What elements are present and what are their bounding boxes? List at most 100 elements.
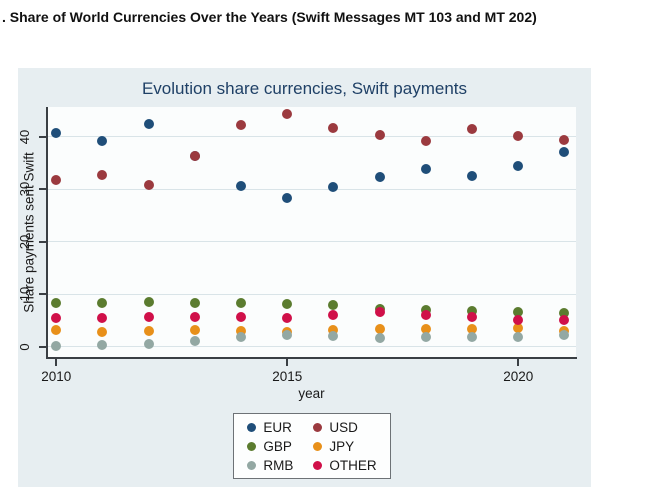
data-point-gbp-2012 — [143, 296, 154, 307]
data-point-jpy-2013 — [189, 325, 200, 336]
x-axis-line — [46, 357, 577, 359]
data-point-gbp-2013 — [189, 297, 200, 308]
data-point-eur-2016 — [328, 181, 339, 192]
y-tick-40 — [39, 135, 46, 138]
data-point-rmb-2018 — [420, 331, 431, 342]
data-point-rmb-2011 — [97, 340, 108, 351]
data-point-gbp-2010 — [51, 297, 62, 308]
y-tick-10 — [39, 293, 46, 296]
data-point-eur-2014 — [236, 181, 247, 192]
data-point-gbp-2011 — [97, 298, 108, 309]
data-point-usd-2011 — [97, 169, 108, 180]
y-tick-30 — [39, 188, 46, 191]
data-point-rmb-2016 — [328, 331, 339, 342]
data-point-eur-2020 — [513, 160, 524, 171]
x-tick-2020 — [517, 359, 520, 366]
data-point-eur-2015 — [282, 192, 293, 203]
data-point-jpy-2016 — [328, 324, 339, 335]
legend-item-gbp: GBP — [247, 438, 293, 455]
data-point-other-2011 — [97, 312, 108, 323]
data-point-eur-2010 — [51, 127, 62, 138]
gridline-y-40 — [47, 136, 576, 138]
data-point-other-2013 — [189, 311, 200, 322]
chart-panel: Evolution share currencies, Swift paymen… — [17, 68, 591, 487]
legend-label-eur: EUR — [263, 419, 292, 435]
data-point-other-2019 — [467, 311, 478, 322]
data-point-eur-2011 — [97, 136, 108, 147]
data-point-other-2012 — [143, 312, 154, 323]
legend-marker-other-icon — [313, 460, 323, 470]
gridline-y-0 — [47, 346, 576, 348]
data-point-gbp-2021 — [559, 307, 570, 318]
y-tick-label-20: 20 — [17, 234, 32, 250]
data-point-rmb-2021 — [559, 329, 570, 340]
y-tick-label-30: 30 — [17, 182, 32, 197]
gridline-y-10 — [47, 293, 576, 295]
y-tick-label-0: 0 — [17, 343, 32, 351]
data-point-usd-2013 — [189, 150, 200, 161]
data-point-gbp-2018 — [420, 304, 431, 315]
legend-marker-eur-icon — [247, 422, 257, 432]
legend-marker-jpy-icon — [313, 441, 323, 451]
data-point-jpy-2010 — [51, 325, 62, 336]
data-point-other-2021 — [559, 315, 570, 326]
data-point-rmb-2012 — [143, 338, 154, 349]
data-point-jpy-2012 — [143, 326, 154, 337]
data-point-rmb-2014 — [236, 331, 247, 342]
data-point-usd-2010 — [51, 174, 62, 185]
data-point-eur-2017 — [374, 171, 385, 182]
legend-marker-gbp-icon — [247, 441, 257, 451]
data-point-other-2016 — [328, 310, 339, 321]
data-point-jpy-2020 — [513, 323, 524, 334]
figure-caption: . Share of World Currencies Over the Yea… — [2, 9, 537, 25]
data-point-gbp-2014 — [236, 298, 247, 309]
data-point-gbp-2015 — [282, 298, 293, 309]
plot-area: Share payments sent Swift 0 10 20 30 40 2010 2… — [17, 107, 577, 401]
data-point-rmb-2020 — [513, 331, 524, 342]
data-point-gbp-2019 — [467, 305, 478, 316]
data-point-usd-2012 — [143, 180, 154, 191]
data-point-rmb-2013 — [189, 336, 200, 347]
legend-marker-usd-icon — [313, 422, 323, 432]
x-tick-2015 — [286, 359, 289, 366]
data-point-usd-2020 — [513, 130, 524, 141]
data-point-eur-2021 — [559, 146, 570, 157]
legend-label-other: OTHER — [329, 457, 377, 473]
data-point-jpy-2014 — [236, 325, 247, 336]
data-point-rmb-2019 — [467, 331, 478, 342]
data-point-other-2018 — [420, 309, 431, 320]
data-point-jpy-2019 — [467, 323, 478, 334]
gridline-y-20 — [47, 241, 576, 243]
data-point-jpy-2011 — [97, 326, 108, 337]
legend-item-eur: EUR — [247, 419, 293, 436]
data-point-rmb-2015 — [282, 330, 293, 341]
data-point-jpy-2017 — [374, 324, 385, 335]
data-point-gbp-2016 — [328, 299, 339, 310]
y-tick-0 — [39, 345, 46, 348]
y-tick-label-40: 40 — [17, 129, 32, 145]
data-point-rmb-2017 — [374, 332, 385, 343]
legend-label-rmb: RMB — [263, 457, 294, 473]
legend-label-gbp: GBP — [263, 438, 292, 454]
data-point-other-2015 — [282, 313, 293, 324]
data-point-eur-2012 — [143, 118, 154, 129]
data-point-usd-2016 — [328, 123, 339, 133]
data-point-other-2010 — [51, 313, 62, 324]
data-point-usd-2019 — [467, 124, 478, 135]
legend-marker-rmb-icon — [247, 460, 257, 470]
y-axis-line — [46, 107, 48, 359]
y-tick-label-10: 10 — [17, 287, 32, 302]
x-tick-label-2020: 2020 — [503, 369, 534, 384]
gridline-y-30 — [47, 188, 576, 190]
data-point-eur-2018 — [420, 163, 431, 174]
data-point-usd-2018 — [420, 136, 431, 147]
legend-item-other: OTHER — [313, 457, 377, 474]
legend-item-jpy: JPY — [313, 438, 376, 455]
data-point-usd-2021 — [559, 135, 570, 146]
x-tick-2010 — [55, 359, 58, 366]
legend-label-usd: USD — [329, 419, 358, 435]
legend-label-jpy: JPY — [329, 438, 355, 454]
data-point-usd-2014 — [236, 120, 247, 131]
data-point-other-2017 — [374, 307, 385, 318]
data-point-rmb-2010 — [51, 341, 62, 352]
